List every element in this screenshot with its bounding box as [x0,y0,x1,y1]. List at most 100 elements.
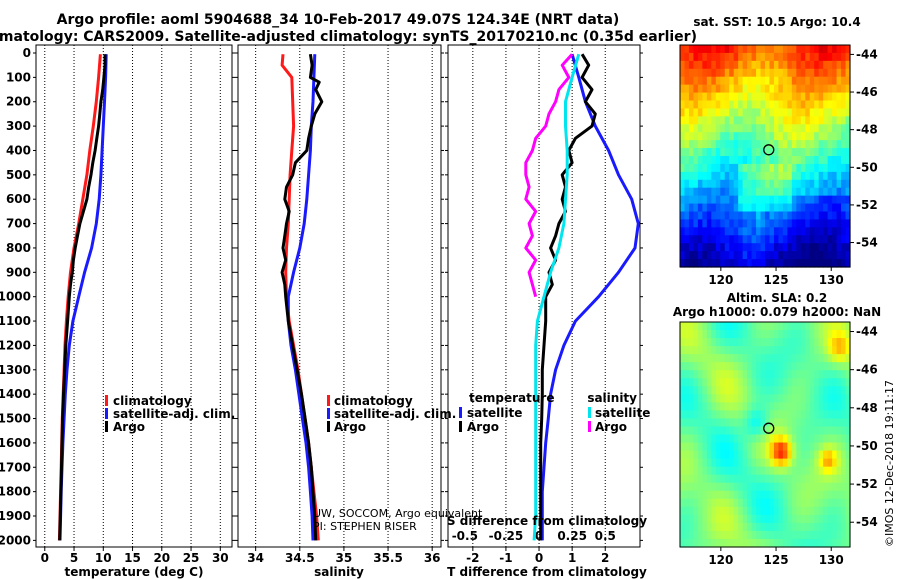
map-cell [827,538,833,548]
map-cell [733,100,739,110]
map-cell [836,219,842,228]
difference-legend: temperature salinity satellite Argo sate… [459,391,650,434]
map-cell [787,322,793,331]
map-cell [809,450,815,460]
map-cell [800,346,806,355]
map-cell [724,482,730,492]
map-cell [769,490,775,500]
map-cell [693,179,699,189]
map-cell [773,156,780,165]
map-cell [800,251,806,260]
map-cell [832,227,838,236]
map-cell [693,235,699,244]
map-cell [706,450,712,460]
map-cell [738,100,744,110]
map-cell [706,362,712,371]
map-cell [760,394,766,403]
map-cell [827,52,833,62]
map-cell [827,426,833,436]
map-cell [787,84,793,94]
map-cell [684,466,690,476]
map-cell [702,251,708,260]
map-cell [800,490,806,500]
map-cell [720,514,726,524]
map-cell [738,132,744,141]
map-ytick-label: -50 [856,160,878,174]
map-cell [827,45,833,54]
x2tick-label: -0.25 [489,529,524,543]
map-cell [733,386,739,395]
map-cell [805,60,811,70]
map-cell [711,140,717,149]
map-cell [769,171,775,181]
map-cell [715,76,721,86]
map-cell [791,466,797,476]
map-cell [841,418,847,428]
map-cell [751,195,757,205]
map-cell [756,92,762,102]
map-cell [697,187,703,197]
map-cell [769,124,775,133]
map-cell [711,84,717,94]
map-cell [836,362,842,371]
map-cell [845,45,851,54]
map-cell [747,235,753,244]
map-cell [688,227,695,236]
map-cell [809,346,815,355]
map-cell [805,203,811,213]
map-cell [765,362,771,371]
map-cell [845,100,851,110]
map-ytick-label: -50 [856,439,878,453]
map-cell [782,227,788,236]
map-cell [760,132,766,141]
map-cell [711,124,717,133]
map-cell [760,187,766,197]
map-cell [688,474,695,484]
map-cell [724,52,730,62]
series-line-salinity-satellite [532,53,581,541]
map-cell [800,195,806,205]
map-cell [751,498,757,508]
map-cell [791,187,797,197]
map-cell [688,442,695,452]
map-cell [765,458,771,468]
map-cell [769,243,775,252]
map-cell [841,203,847,213]
map-cell [751,378,757,387]
map-cell [818,195,824,205]
map-cell [836,108,842,117]
map-cell [805,386,811,395]
map-cell [715,506,721,516]
map-cell [720,458,726,468]
map-cell [742,450,748,460]
depth-tick-600: 600 [6,192,31,206]
map-cell [769,84,775,94]
map-cell [711,482,717,492]
legend-swatch-s-satellite [588,407,591,418]
map-cell [706,124,712,133]
depth-tick-1900: 1900 [0,509,31,523]
map-cell [680,370,686,379]
map-cell [778,330,784,339]
map-cell [814,68,820,78]
map-cell [760,386,766,395]
map-cell [729,442,735,452]
map-cell [720,179,726,189]
map-cell [738,163,744,173]
map-cell [832,132,838,141]
map-cell [809,354,815,363]
map-cell [832,179,838,189]
map-cell [697,243,703,252]
map-cell [680,386,686,395]
depth-tick-1200: 1200 [0,338,31,352]
map-cell [791,386,797,395]
map-cell [841,522,847,532]
map-cell [845,116,851,125]
map-cell [733,322,739,331]
map-cell [702,76,708,86]
map-cell [841,45,847,54]
depth-tick-0: 0 [23,46,31,60]
map-cell [836,338,842,347]
map-cell [782,76,788,86]
map-cell [845,195,851,205]
